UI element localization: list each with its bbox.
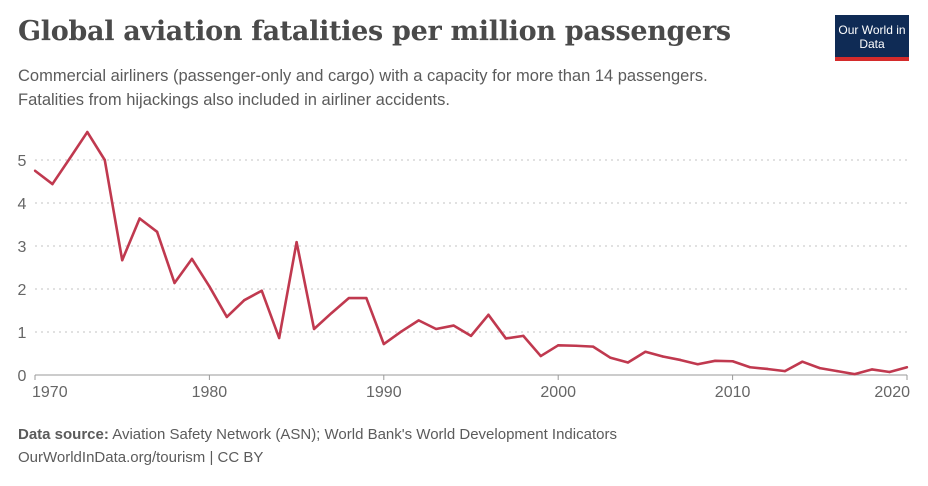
data-point <box>208 285 211 288</box>
owid-logo[interactable]: Our World in Data <box>835 15 909 61</box>
y-tick-label: 4 <box>18 196 27 213</box>
data-point <box>138 217 141 220</box>
data-point <box>400 330 403 333</box>
data-point <box>452 324 455 327</box>
data-point <box>382 342 385 346</box>
data-point <box>51 182 54 186</box>
data-point <box>33 169 37 172</box>
data-point <box>504 337 508 340</box>
data-point <box>417 319 420 322</box>
source-text: Aviation Safety Network (ASN); World Ban… <box>112 426 617 443</box>
data-point <box>574 344 577 347</box>
data-point <box>522 334 525 338</box>
data-point <box>243 298 246 302</box>
data-point <box>539 354 542 358</box>
data-point <box>644 350 647 353</box>
data-point <box>103 158 106 162</box>
data-point <box>905 366 909 369</box>
data-point <box>295 240 298 244</box>
data-point <box>836 369 839 373</box>
source-label: Data source: <box>18 426 109 443</box>
data-point <box>626 361 630 364</box>
data-point <box>591 345 595 348</box>
y-tick-label: 0 <box>18 368 27 385</box>
data-point <box>469 334 473 338</box>
x-tick-label: 1990 <box>366 384 402 401</box>
x-tick-label: 2010 <box>715 384 751 401</box>
data-point <box>155 230 159 234</box>
y-tick-label: 3 <box>18 239 27 256</box>
data-point <box>661 355 665 358</box>
data-point <box>713 359 717 363</box>
data-point <box>312 327 316 331</box>
x-tick-label: 1980 <box>192 384 228 401</box>
data-point <box>347 296 351 300</box>
data-point <box>86 130 89 134</box>
data-point <box>190 257 194 261</box>
data-point <box>225 315 229 319</box>
chart-subtitle: Commercial airliners (passenger-only and… <box>18 67 708 109</box>
y-tick-label: 5 <box>18 153 27 170</box>
data-point <box>731 360 734 363</box>
footer: Data source: Aviation Safety Network (AS… <box>18 423 617 469</box>
footer-link[interactable]: OurWorldInData.org/tourism | CC BY <box>18 449 264 466</box>
data-point <box>68 157 72 160</box>
data-point <box>557 344 560 347</box>
data-point <box>121 258 124 262</box>
x-tick-label: 1970 <box>32 384 68 401</box>
data-point <box>870 368 874 371</box>
data-point <box>748 366 752 369</box>
data-point <box>696 363 699 366</box>
data-point <box>434 327 438 331</box>
x-tick-label: 2020 <box>874 384 910 401</box>
series-line <box>34 130 908 376</box>
chart-title: Global aviation fatalities per million p… <box>18 16 731 47</box>
data-point <box>801 360 804 363</box>
data-point <box>260 289 263 292</box>
y-tick-label: 1 <box>18 325 27 342</box>
line-chart: 0 1 2 3 4 5 1970 1980 1990 2000 2010 2020 <box>18 130 910 401</box>
data-point <box>853 372 856 376</box>
data-point <box>609 356 612 359</box>
data-point <box>766 367 769 371</box>
data-point <box>330 311 333 315</box>
x-tick-label: 2000 <box>540 384 576 401</box>
data-point <box>277 336 281 340</box>
data-point <box>487 313 490 316</box>
data-point <box>888 370 891 374</box>
data-point <box>679 358 682 362</box>
data-point <box>783 369 787 373</box>
data-point <box>365 296 368 300</box>
y-tick-label: 2 <box>18 282 27 299</box>
data-point <box>173 281 176 285</box>
data-point <box>818 366 821 370</box>
